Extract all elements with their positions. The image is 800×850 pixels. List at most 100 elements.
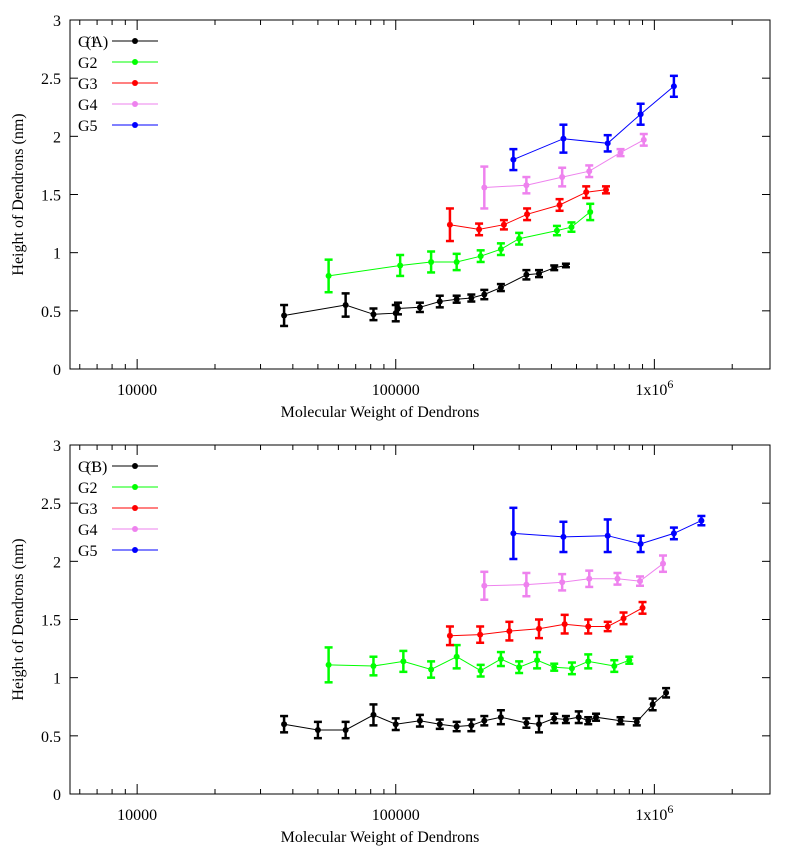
data-point <box>640 136 647 143</box>
series-line-g2 <box>328 211 591 277</box>
data-point <box>281 721 288 728</box>
data-point <box>523 581 530 588</box>
legend-label-g1: G1 <box>78 34 98 51</box>
data-point <box>477 667 484 674</box>
data-point <box>553 227 560 234</box>
series-line-g4 <box>484 563 664 587</box>
data-point <box>325 661 332 668</box>
data-point <box>394 305 401 312</box>
series-g5 <box>509 74 678 172</box>
series-g3 <box>445 185 610 243</box>
data-point <box>660 560 667 567</box>
chart-panel-a: 0 0.5 1 1.5 2 2.5 3 10000 100000 1x106 Molecular W… <box>10 13 771 421</box>
data-point <box>397 262 404 269</box>
legend-marker-g2 <box>132 59 138 65</box>
legend-label-g2: G2 <box>78 55 98 72</box>
data-point <box>481 184 488 191</box>
data-point <box>587 208 594 215</box>
data-point <box>586 168 593 175</box>
panel-label: (A) <box>86 34 108 51</box>
data-point <box>453 723 460 730</box>
data-point <box>314 727 321 734</box>
legend-label-g4: G4 <box>78 522 98 539</box>
data-point <box>551 664 558 671</box>
data-point <box>698 517 705 524</box>
legend-marker-g2 <box>132 484 138 490</box>
y-tick-label: 2.5 <box>41 71 61 88</box>
data-point <box>593 714 600 721</box>
data-point <box>446 221 453 228</box>
data-point <box>568 224 575 231</box>
series-g4 <box>480 132 648 210</box>
data-point <box>523 182 530 189</box>
legend-marker-g4 <box>132 526 138 532</box>
x-tick-label: 10000 <box>117 382 157 399</box>
y-axis-label: Height of Dendrons (nm) <box>10 113 27 275</box>
data-point <box>602 186 609 193</box>
data-point <box>516 664 523 671</box>
data-point <box>575 714 582 721</box>
x-axis-label: Molecular Weight of Dendrons <box>281 404 480 421</box>
y-tick-label: 1 <box>53 671 61 688</box>
data-point <box>637 111 644 118</box>
legend-marker-g4 <box>132 101 138 107</box>
data-point <box>477 253 484 260</box>
data-point <box>436 721 443 728</box>
panel-label: (B) <box>86 459 107 476</box>
x-tick-label: 100000 <box>372 807 420 824</box>
data-point <box>400 658 407 665</box>
data-point <box>620 615 627 622</box>
y-tick-label: 3 <box>53 13 61 30</box>
y-tick-label: 0 <box>53 787 61 804</box>
data-point <box>370 711 377 718</box>
data-point <box>500 221 507 228</box>
series-g4 <box>480 554 668 601</box>
data-point <box>416 717 423 724</box>
y-tick-label: 1.5 <box>41 188 61 205</box>
data-point <box>510 156 517 163</box>
data-point <box>535 721 542 728</box>
legend-label-g3: G3 <box>78 76 98 93</box>
data-point <box>626 657 633 664</box>
legend-marker-g1 <box>132 463 138 469</box>
data-point <box>325 272 332 279</box>
data-point <box>561 621 568 628</box>
chart-panel-b: 0 0.5 1 1.5 2 2.5 3 10000 100000 1x106 Molecular W… <box>10 438 771 846</box>
legend-marker-g3 <box>132 80 138 86</box>
data-point <box>523 720 530 727</box>
y-tick-label: 2 <box>53 129 61 146</box>
data-point <box>586 575 593 582</box>
data-point <box>497 714 504 721</box>
data-point <box>516 235 523 242</box>
data-point <box>453 653 460 660</box>
data-point <box>562 262 569 269</box>
data-point <box>392 721 399 728</box>
data-point <box>453 296 460 303</box>
data-point <box>551 264 558 271</box>
series-g1 <box>280 686 671 740</box>
data-point <box>585 658 592 665</box>
data-point <box>477 631 484 638</box>
series-line-g1 <box>284 692 667 731</box>
series-line-g1 <box>284 265 566 316</box>
series-line-g4 <box>484 139 645 188</box>
data-point <box>510 530 517 537</box>
series-line-g5 <box>513 520 702 545</box>
series-g2 <box>324 202 595 294</box>
x-axis-label: Molecular Weight of Dendrons <box>281 829 480 846</box>
data-point <box>534 657 541 664</box>
data-point <box>560 135 567 142</box>
data-point <box>617 717 624 724</box>
series-g5 <box>509 506 706 561</box>
legend-marker-g5 <box>132 122 138 128</box>
series-g1 <box>280 262 570 328</box>
data-point <box>670 83 677 90</box>
data-point <box>556 201 563 208</box>
series-line-g5 <box>513 85 675 161</box>
data-point <box>551 715 558 722</box>
x-tick-label: 1x106 <box>635 377 673 399</box>
data-point <box>523 271 530 278</box>
data-point <box>559 579 566 586</box>
data-point <box>562 716 569 723</box>
